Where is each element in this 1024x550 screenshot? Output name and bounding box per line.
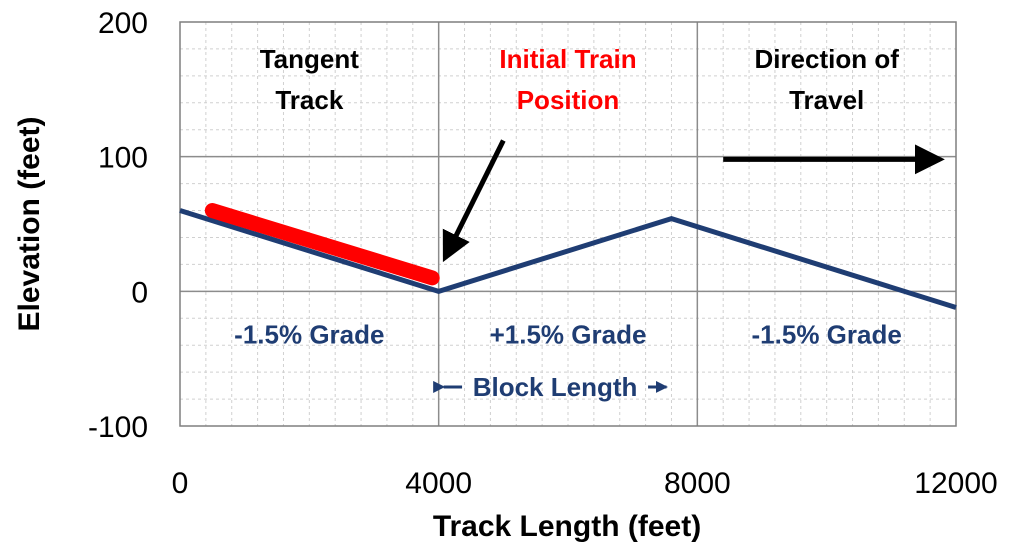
direction-of-travel-label: Direction of Travel — [754, 44, 899, 115]
block-length-label: Block Length — [473, 372, 638, 402]
x-axis-tick-labels: 0 4000 8000 12000 — [172, 467, 998, 500]
direction-of-travel-label-line: Direction of — [754, 44, 899, 74]
tangent-track-label-line: Tangent — [260, 44, 360, 74]
y-axis-title: Elevation (feet) — [13, 116, 46, 331]
y-tick-label: 100 — [98, 142, 148, 175]
y-tick-label: 200 — [98, 7, 148, 40]
train-line — [204, 203, 440, 286]
plot-area-border — [179, 21, 957, 427]
minor-gridlines — [180, 22, 956, 426]
initial-train-position-label-line: Initial Train — [499, 44, 636, 74]
initial-train-position-label: Initial Train Position — [499, 44, 636, 115]
y-tick-label: -100 — [88, 411, 148, 444]
series-layer — [179, 203, 957, 310]
track-elevation-line — [179, 208, 957, 310]
annotation-labels: Tangent Track Initial Train Position Directi… — [234, 44, 902, 402]
x-tick-label: 0 — [172, 467, 189, 500]
initial-train-position-label-line: Position — [517, 85, 620, 115]
grade-label: -1.5% Grade — [234, 319, 384, 349]
grade-label: -1.5% Grade — [752, 319, 902, 349]
y-axis-tick-labels: -100 0 100 200 — [88, 7, 148, 444]
major-gridlines — [180, 22, 956, 426]
annotation-arrows — [442, 139, 945, 263]
tangent-track-label: Tangent Track — [260, 44, 360, 115]
x-tick-label: 4000 — [405, 467, 472, 500]
tangent-track-label-line: Track — [275, 85, 343, 115]
x-axis-title: Track Length (feet) — [433, 510, 701, 543]
grade-label: +1.5% Grade — [490, 319, 647, 349]
direction-of-travel-label-line: Travel — [789, 85, 864, 115]
x-tick-label: 12000 — [914, 467, 997, 500]
y-tick-label: 0 — [131, 276, 148, 309]
initial-position-arrow — [442, 139, 506, 263]
x-tick-label: 8000 — [664, 467, 731, 500]
